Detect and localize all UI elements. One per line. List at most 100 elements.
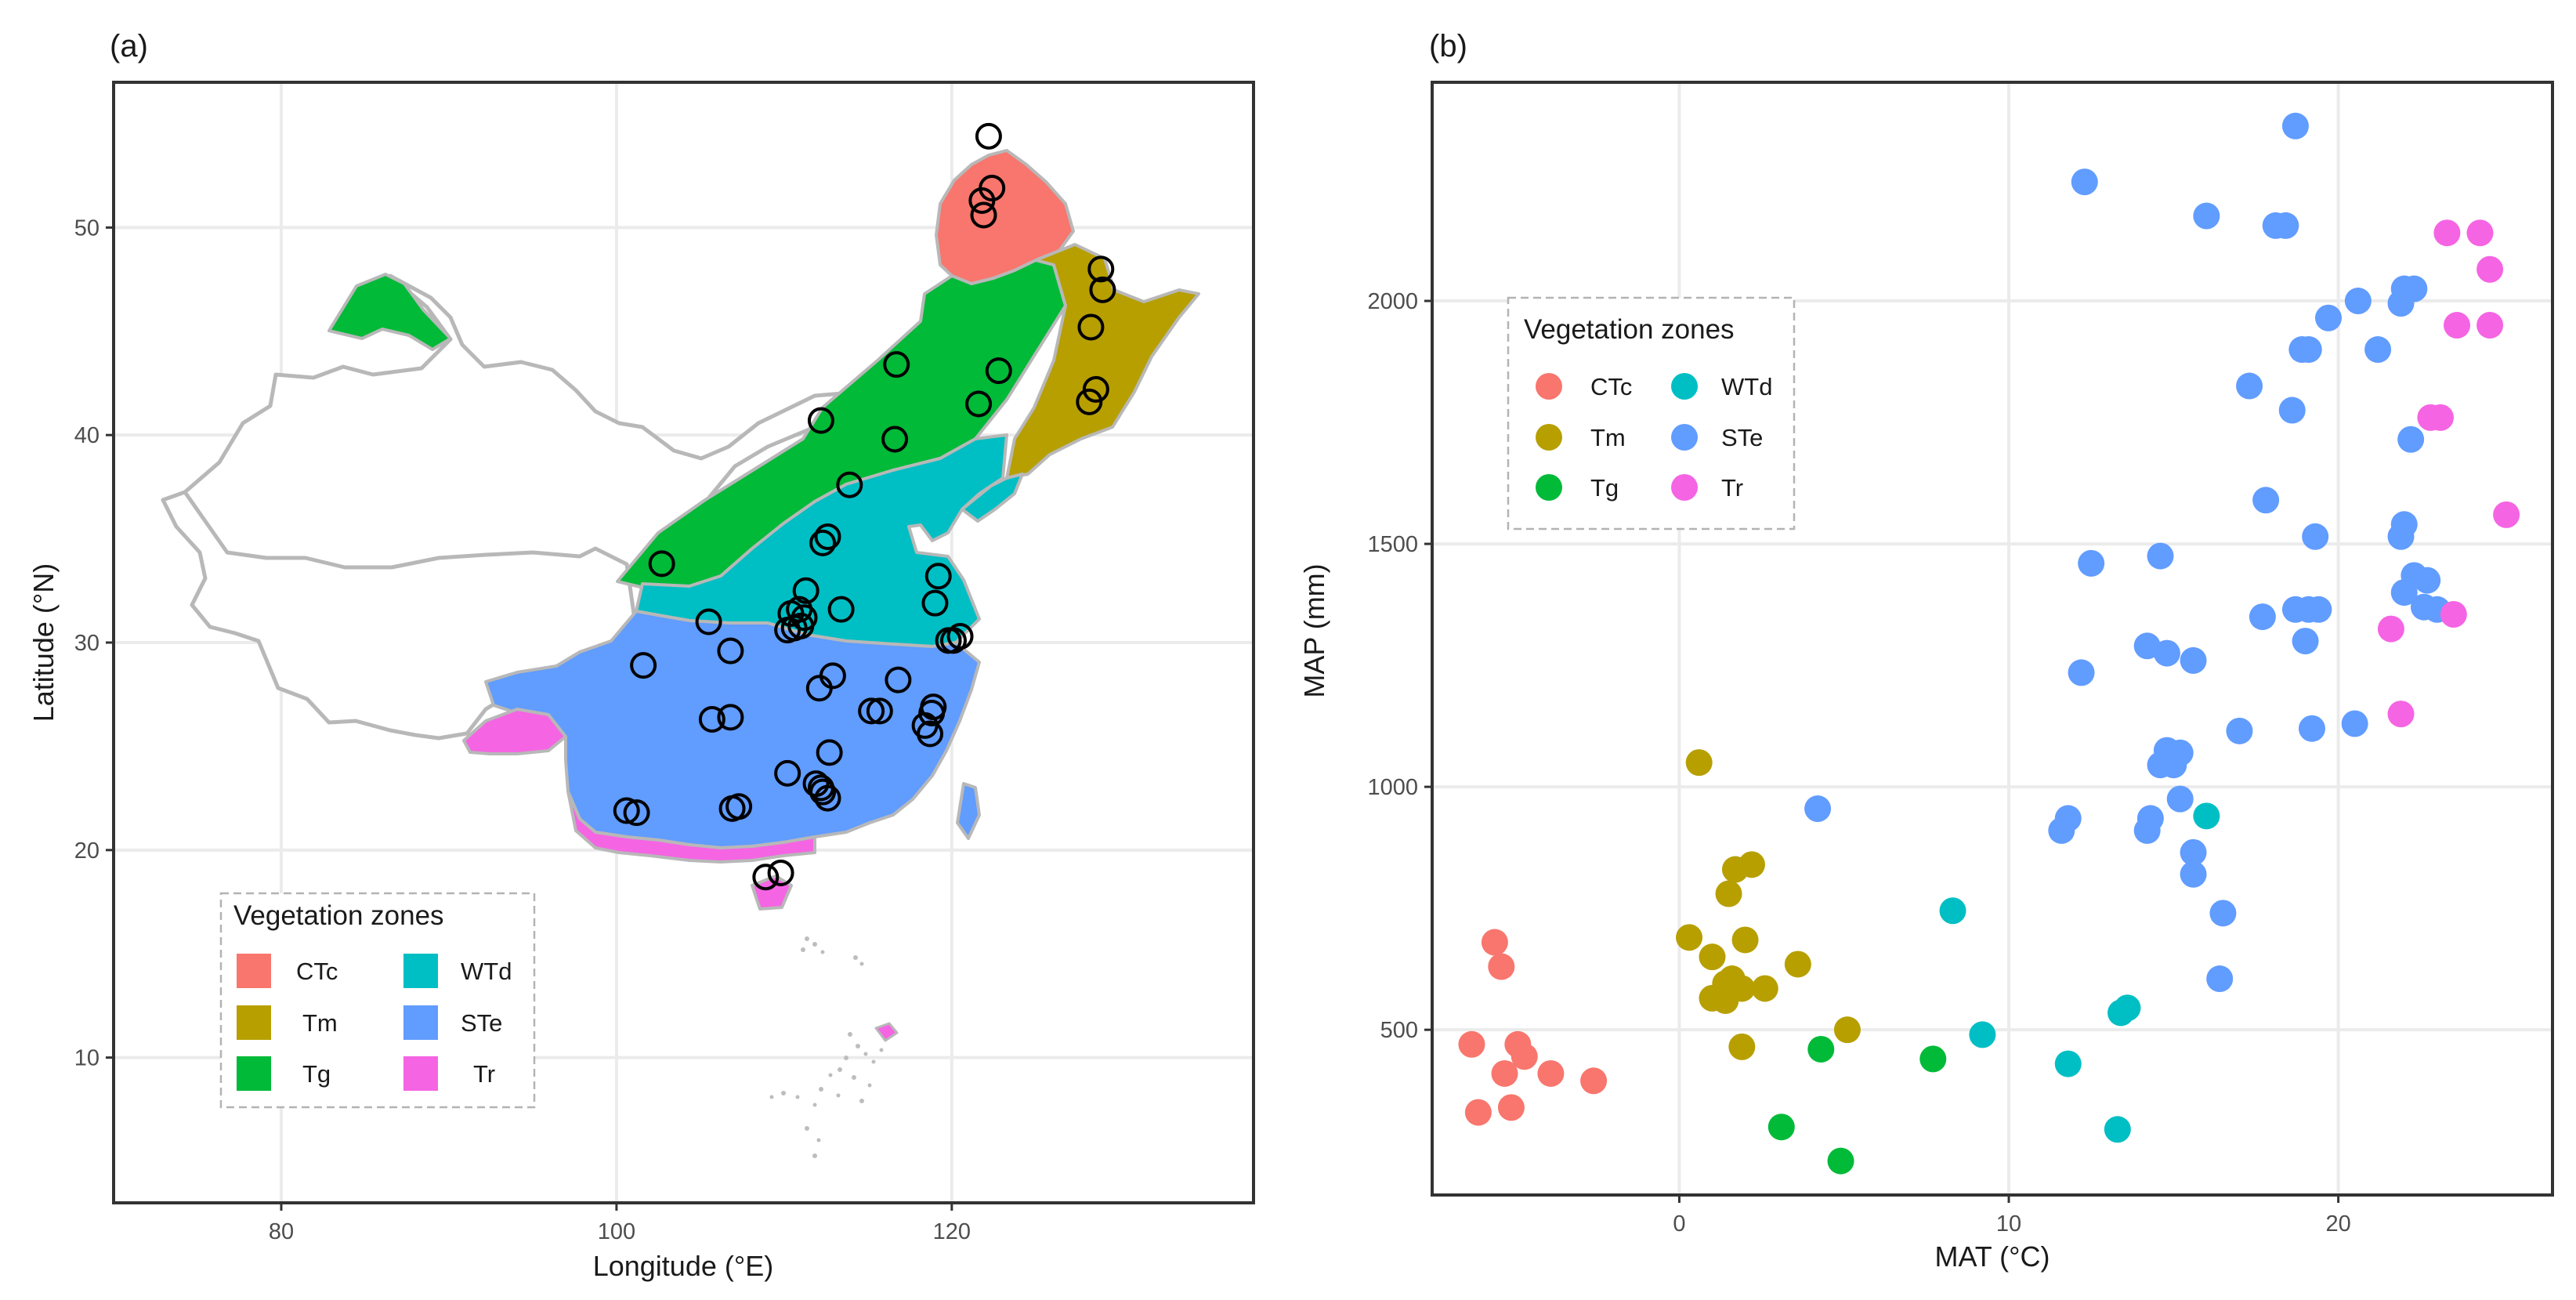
site-marker xyxy=(774,617,801,644)
point-tm xyxy=(1751,975,1778,1002)
point-tr xyxy=(2427,404,2454,431)
map-panel: 80 100 120 10 20 30 40 50 Longitude (°E) Latitu… xyxy=(27,81,1255,1282)
point-wtd xyxy=(1969,1021,1996,1048)
climate-axis-ticks: 0 10 20 500 1000 1500 2000 xyxy=(1367,289,2350,1237)
zone-ctc xyxy=(935,149,1075,285)
point-tr xyxy=(2440,600,2467,628)
point-ctc xyxy=(1511,1043,1538,1070)
point-ctc xyxy=(1481,929,1508,956)
climate-legend-label-tr: Tr xyxy=(1721,474,1743,502)
map-legend-swatch-tm xyxy=(237,1005,271,1040)
map-y-axis-title: Latitude (°N) xyxy=(27,563,60,722)
map-legend-swatch-ctc xyxy=(237,954,271,988)
zone-tm xyxy=(1005,243,1200,480)
point-ste xyxy=(2341,710,2368,737)
climate-panel: 0 10 20 500 1000 1500 2000 MAT (°C) MAP (mm) V… xyxy=(1298,81,2554,1273)
point-ste xyxy=(2180,646,2207,674)
point-ctc xyxy=(1497,1094,1525,1121)
site-marker xyxy=(1082,375,1109,403)
map-legend-label-wtd: WTd xyxy=(461,958,512,985)
climate-y-axis-title: MAP (mm) xyxy=(1298,563,1330,697)
site-marker xyxy=(883,351,910,378)
climate-x-tick-label: 20 xyxy=(2325,1211,2350,1237)
climate-x-axis-title: MAT (°C) xyxy=(1934,1240,2050,1273)
point-tm xyxy=(1715,880,1742,907)
point-ctc xyxy=(1464,1099,1492,1126)
site-marker xyxy=(985,357,1012,385)
map-y-tick-label: 50 xyxy=(74,215,99,241)
point-ste xyxy=(2414,567,2441,594)
point-tg xyxy=(1807,1035,1835,1063)
site-marker xyxy=(885,666,912,693)
map-x-tick-label: 80 xyxy=(269,1219,294,1244)
point-tm xyxy=(1676,924,1703,951)
map-legend-swatch-ste xyxy=(403,1005,438,1040)
map-x-tick-label: 100 xyxy=(598,1219,635,1244)
climate-legend-label-tm: Tm xyxy=(1590,424,1626,451)
map-legend: Vegetation zones CTc Tm Tg WTd STe Tr xyxy=(219,892,536,1109)
point-ste xyxy=(2302,523,2329,550)
climate-legend: Vegetation zones CTc Tm Tg WTd STe Tr xyxy=(1507,296,1796,531)
point-ste xyxy=(2387,290,2415,317)
panel-b-tag: (b) xyxy=(1429,29,1467,63)
point-ste xyxy=(2180,860,2207,888)
site-marker xyxy=(717,637,744,664)
site-marker xyxy=(975,122,1002,150)
south-sea-islands xyxy=(769,936,884,1158)
site-marker xyxy=(858,697,885,725)
site-marker xyxy=(814,523,841,550)
point-wtd xyxy=(2193,802,2220,830)
climate-legend-label-ste: STe xyxy=(1721,424,1763,451)
climate-legend-dot-tg xyxy=(1536,474,1562,501)
map-y-tick-label: 30 xyxy=(74,631,99,656)
zone-tr-south xyxy=(566,790,816,864)
point-ste xyxy=(2180,838,2207,866)
site-marker xyxy=(827,596,855,623)
map-legend-label-tr: Tr xyxy=(473,1060,495,1088)
map-y-tick-label: 40 xyxy=(74,423,99,448)
site-marker xyxy=(965,390,993,418)
site-marker xyxy=(623,799,650,827)
climate-legend-label-ctc: CTc xyxy=(1590,373,1632,400)
climate-legend-dot-ste xyxy=(1671,424,1698,451)
point-ste xyxy=(2078,549,2105,577)
site-marker xyxy=(1089,276,1116,303)
climate-y-tick-label: 500 xyxy=(1380,1018,1418,1043)
point-tr xyxy=(2466,219,2494,247)
point-tm xyxy=(1728,1033,1756,1060)
climate-legend-title: Vegetation zones xyxy=(1524,314,1735,345)
point-tr xyxy=(2433,219,2461,247)
site-marker xyxy=(787,612,815,639)
site-marker xyxy=(836,471,863,498)
map-x-axis-title: Longitude (°E) xyxy=(593,1250,774,1282)
point-ste xyxy=(2272,212,2299,239)
climate-legend-dot-tm xyxy=(1536,424,1562,451)
point-ste xyxy=(2281,112,2309,139)
point-ste xyxy=(2236,372,2263,400)
point-ste xyxy=(2206,965,2234,993)
climate-legend-dot-wtd xyxy=(1671,373,1698,400)
site-marker xyxy=(970,201,997,229)
zone-tg-west xyxy=(327,273,452,351)
map-legend-title: Vegetation zones xyxy=(233,900,444,931)
climate-y-tick-label: 1000 xyxy=(1367,775,1418,800)
panel-a-tag: (a) xyxy=(110,29,148,63)
map-y-tick-label: 20 xyxy=(74,838,99,864)
site-marker xyxy=(1087,255,1115,283)
point-ste xyxy=(2315,304,2342,331)
climate-legend-label-tg: Tg xyxy=(1590,474,1619,502)
point-tm xyxy=(1833,1016,1861,1044)
climate-x-tick-label: 0 xyxy=(1673,1211,1685,1237)
point-ste xyxy=(1804,795,1832,823)
point-ste xyxy=(2295,336,2322,364)
zone-wtd-peninsula xyxy=(961,473,1024,523)
point-ctc xyxy=(1458,1030,1485,1058)
site-marker xyxy=(1077,313,1105,341)
site-marker xyxy=(968,186,996,214)
map-legend-label-ctc: CTc xyxy=(296,958,338,985)
point-wtd xyxy=(2104,1116,2131,1143)
point-tr xyxy=(2477,312,2504,339)
map-legend-label-tm: Tm xyxy=(302,1009,338,1037)
site-marker xyxy=(695,608,722,636)
